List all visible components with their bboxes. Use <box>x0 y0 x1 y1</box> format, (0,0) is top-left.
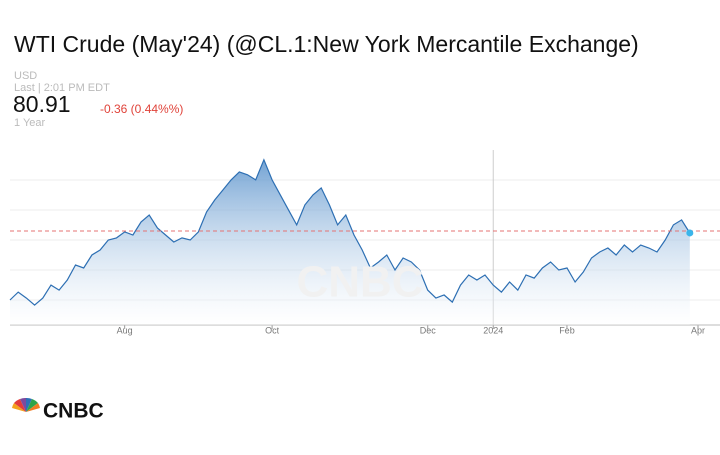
price-line <box>9 158 691 306</box>
plot: Aug Oct Dec 2024 Feb Apr <box>9 150 720 335</box>
x-tick-label: 2024 <box>483 325 503 335</box>
x-tick-label: Apr <box>691 325 705 335</box>
x-tick-label: Oct <box>265 325 280 335</box>
last-time: Last | 2:01 PM EDT <box>14 82 110 94</box>
logo-text: CNBC <box>43 400 104 423</box>
logo-feather <box>20 397 26 412</box>
logo-feather <box>26 399 38 412</box>
x-tick-label: Dec <box>420 325 437 335</box>
last-point <box>686 229 694 237</box>
range: 1 Year <box>14 117 46 129</box>
logo-feather <box>14 399 26 412</box>
x-tick-label: Aug <box>117 325 133 335</box>
logo-icon <box>12 397 40 412</box>
title: WTI Crude (May'24) (@CL.1:New York Merca… <box>14 31 639 57</box>
logo-feather <box>26 403 40 412</box>
x-tick-label: Feb <box>559 325 575 335</box>
logo-feather <box>12 403 26 412</box>
watermark: CNBC <box>296 258 423 307</box>
price: 80.91 <box>13 91 71 117</box>
currency: USD <box>14 70 37 82</box>
logo-feather <box>26 397 32 412</box>
area-fill <box>10 159 690 325</box>
change: -0.36 (0.44%%) <box>100 102 183 116</box>
